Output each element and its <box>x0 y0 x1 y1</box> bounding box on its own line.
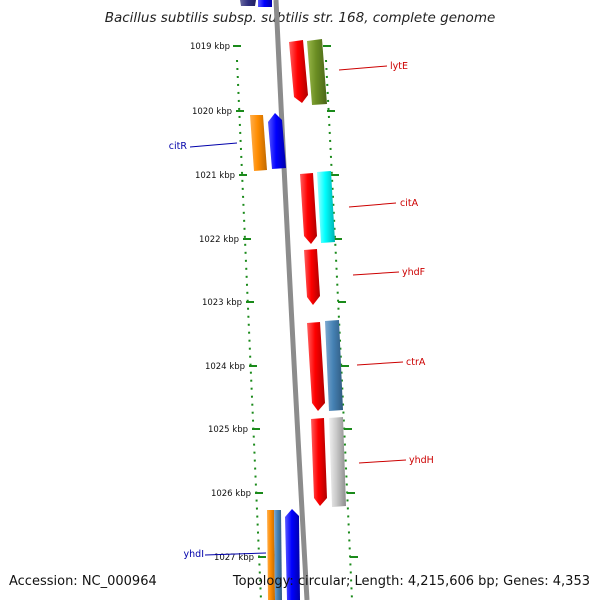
genome-backbone <box>273 0 310 600</box>
tick-label: 1027 kbp <box>214 553 254 563</box>
gene-label-yhdH[interactable]: yhdH <box>409 455 434 466</box>
gene-citA-partner-block <box>317 171 335 243</box>
tick: 1022 kbp <box>199 235 342 245</box>
top-partial-features <box>240 0 272 7</box>
tick-marks: 1019 kbp 1020 kbp 1021 kbp 1022 kbp 1023… <box>190 42 358 563</box>
tick-label: 1022 kbp <box>199 235 239 245</box>
tick-label: 1025 kbp <box>208 425 248 435</box>
gene-citA[interactable]: citA <box>300 171 419 244</box>
map-title: Bacillus subtilis subsp. subtilis str. 1… <box>104 10 496 26</box>
gene-citR[interactable]: citR <box>169 113 286 171</box>
gene-label-yhdI[interactable]: yhdI <box>184 549 204 560</box>
gene-label-lytE[interactable]: lytE <box>390 61 408 72</box>
gene-yhdI[interactable]: yhdI <box>184 509 300 600</box>
gene-label-citA[interactable]: citA <box>400 198 419 209</box>
gene-ctrA-partner-block <box>325 320 343 411</box>
gene-yhdF[interactable]: yhdF <box>304 249 425 305</box>
gene-yhdI-arrow[interactable] <box>285 509 300 600</box>
tick: 1019 kbp <box>190 42 331 52</box>
tick: 1023 kbp <box>202 298 346 308</box>
gene-ctrA[interactable]: ctrA <box>307 320 426 411</box>
gene-yhdH-arrow[interactable] <box>311 418 327 506</box>
tick: 1020 kbp <box>192 107 335 117</box>
gene-label-yhdF[interactable]: yhdF <box>402 267 425 278</box>
tick-label: 1023 kbp <box>202 298 242 308</box>
tick: 1026 kbp <box>211 489 355 499</box>
footer-accession: Accession: NC_000964 <box>9 574 157 589</box>
tick: 1021 kbp <box>195 171 339 181</box>
slot-guide-lines <box>236 59 353 600</box>
tick-label: 1021 kbp <box>195 171 235 181</box>
gene-lytE-arrow[interactable] <box>289 40 308 103</box>
tick-label: 1026 kbp <box>211 489 251 499</box>
gene-label-citR[interactable]: citR <box>169 141 188 152</box>
gene-ctrA-arrow[interactable] <box>307 322 325 411</box>
tick: 1025 kbp <box>208 425 352 435</box>
tick-label: 1019 kbp <box>190 42 230 52</box>
tick-label: 1024 kbp <box>205 362 245 372</box>
gene-yhdH-partner-block <box>329 417 346 507</box>
footer-genome-stats: Topology: circular; Length: 4,215,606 bp… <box>232 574 590 589</box>
gene-citR-orange-block <box>250 115 267 171</box>
gene-yhdH[interactable]: yhdH <box>311 417 434 507</box>
tick: 1024 kbp <box>205 362 349 372</box>
gene-citR-arrow[interactable] <box>268 113 286 169</box>
gene-yhdI-gray-block <box>274 510 282 600</box>
gene-yhdF-arrow[interactable] <box>304 249 320 305</box>
gene-citA-arrow[interactable] <box>300 173 317 244</box>
gene-label-ctrA[interactable]: ctrA <box>406 357 426 368</box>
gene-lytE-partner-block <box>307 39 327 105</box>
gene-lytE[interactable]: lytE <box>289 39 408 105</box>
tick: 1027 kbp <box>214 553 358 563</box>
tick-label: 1020 kbp <box>192 107 232 117</box>
gene-yhdI-orange-block <box>267 510 275 600</box>
